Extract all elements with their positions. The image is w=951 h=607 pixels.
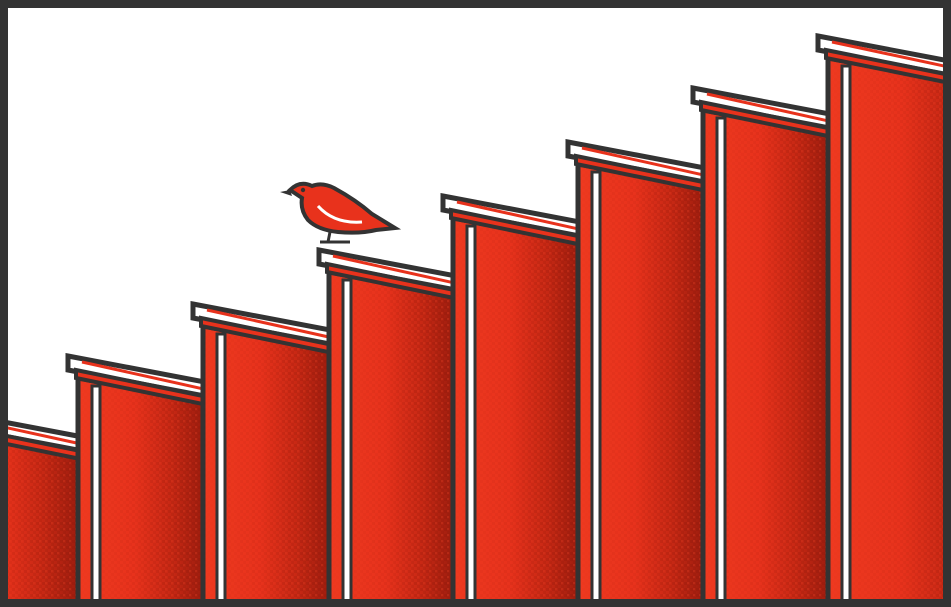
bird-eye [300, 187, 306, 193]
pillar-cap-line [206, 308, 328, 339]
pillar-texture [453, 218, 578, 607]
pillar-cap-line [0, 424, 77, 445]
bird-body [286, 181, 402, 235]
pillar [0, 418, 85, 607]
bird-illustration [280, 181, 402, 244]
pillar [690, 84, 835, 607]
pillar [440, 192, 585, 607]
pillar [190, 300, 336, 607]
pillar-highlight [465, 224, 477, 607]
pillars-group [0, 32, 951, 607]
pillar-cap-line [831, 40, 951, 70]
bird-wing [316, 204, 363, 224]
pillar-texture [203, 326, 329, 607]
bird-leg [326, 231, 332, 243]
pillar-highlight [840, 64, 852, 607]
pillar-texture [828, 58, 951, 607]
pillar-texture [329, 272, 453, 607]
pillar [65, 352, 210, 607]
pillar [316, 246, 460, 607]
pillar-cap-band [824, 47, 951, 86]
pillar-texture [78, 378, 203, 607]
pillar-highlight [715, 116, 727, 607]
pillar [565, 138, 710, 607]
pillar-cap-line [332, 254, 452, 284]
pillar-cap-line [581, 146, 702, 176]
bird-beak [280, 190, 292, 196]
pillar-highlight [90, 384, 102, 607]
pillar-cap-line [81, 360, 202, 390]
pillar-texture [578, 164, 703, 607]
pillar-highlight [590, 170, 602, 607]
pillar [815, 32, 951, 607]
pillar-texture [0, 441, 78, 607]
pillar-highlight [341, 278, 353, 607]
pillar-texture [703, 110, 828, 607]
pillar-cap-line [456, 200, 577, 230]
pillar-cap-line [706, 92, 827, 122]
pillar-highlight [215, 332, 227, 607]
